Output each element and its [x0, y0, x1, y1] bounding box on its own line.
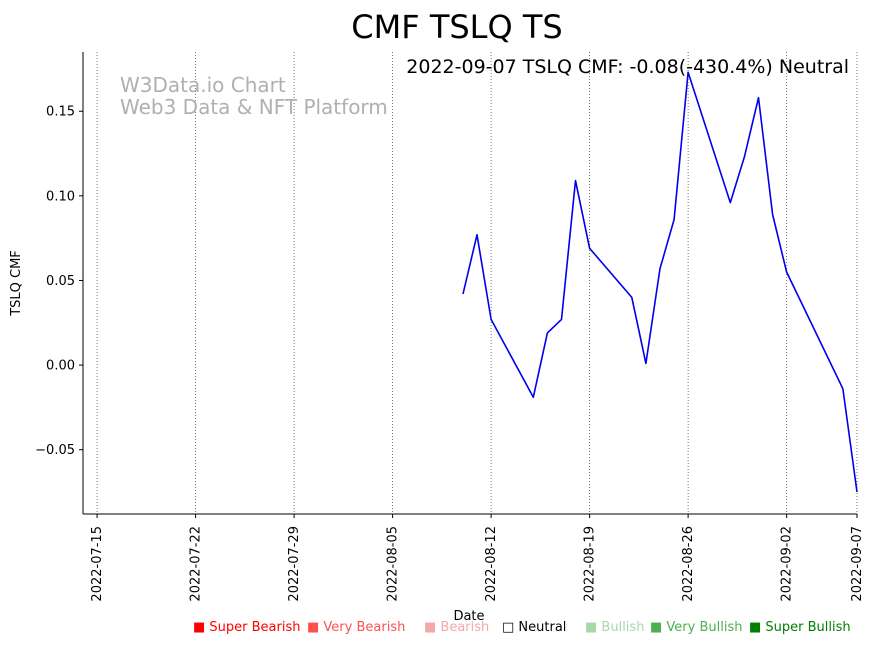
legend: ■ Super Bearish ■ Very Bearish ■ Bearish □ … [0, 620, 875, 640]
legend-label: Very Bullish [666, 620, 743, 635]
series-line-cmf [462, 71, 858, 493]
x-tick-label: 2022-07-15 [90, 526, 105, 602]
y-tick-label: −0.05 [35, 443, 75, 458]
legend-label: Very Bearish [323, 620, 406, 635]
legend-marker: ■ [424, 620, 441, 635]
series-group [462, 71, 858, 493]
x-tick-label: 2022-08-05 [386, 526, 401, 602]
legend-item-bearish: ■ Bearish [424, 620, 489, 635]
x-tick-label: 2022-09-07 [850, 526, 865, 602]
x-tick-label: 2022-09-02 [780, 526, 795, 602]
x-axis-label: Date [453, 609, 484, 624]
legend-label: Neutral [518, 620, 567, 635]
legend-item-super-bearish: ■ Super Bearish [193, 620, 301, 635]
y-tick-label: 0.05 [46, 274, 75, 289]
legend-item-neutral: □ Neutral [502, 620, 566, 635]
y-tick-label: 0.10 [46, 189, 75, 204]
legend-marker: ■ [650, 620, 667, 635]
x-tick-label: 2022-07-22 [189, 526, 204, 602]
x-ticks: 2022-07-15 2022-07-22 2022-07-29 2022-08-05… [90, 514, 865, 602]
y-tick-label: 0.00 [46, 359, 75, 374]
watermark-line-2: Web3 Data & NFT Platform [120, 95, 388, 119]
legend-label: Super Bullish [765, 620, 851, 635]
legend-item-super-bullish: ■ Super Bullish [749, 620, 851, 635]
legend-marker: ■ [585, 620, 602, 635]
grid-lines [96, 52, 858, 514]
x-tick-label: 2022-08-26 [681, 526, 696, 602]
legend-item-very-bullish: ■ Very Bullish [650, 620, 742, 635]
legend-marker: □ [502, 620, 519, 635]
x-tick-label: 2022-08-12 [484, 526, 499, 602]
legend-marker: ■ [307, 620, 324, 635]
legend-marker: ■ [193, 620, 210, 635]
watermark-line-1: W3Data.io Chart [120, 73, 286, 97]
legend-item-very-bearish: ■ Very Bearish [307, 620, 405, 635]
legend-label: Bearish [440, 620, 490, 635]
x-tick-label: 2022-07-29 [287, 526, 302, 602]
chart-title: CMF TSLQ TS [351, 8, 562, 46]
x-tick-label: 2022-08-19 [583, 526, 598, 602]
y-tick-label: 0.15 [46, 105, 75, 120]
y-ticks: −0.05 0.00 0.05 0.10 0.15 [35, 105, 83, 458]
legend-marker: ■ [749, 620, 766, 635]
y-axis-label: TSLQ CMF [9, 250, 24, 317]
legend-item-bullish: ■ Bullish [585, 620, 644, 635]
chart-subtitle: 2022-09-07 TSLQ CMF: -0.08(-430.4%) Neut… [406, 56, 849, 78]
legend-label: Bullish [601, 620, 645, 635]
legend-label: Super Bearish [209, 620, 301, 635]
